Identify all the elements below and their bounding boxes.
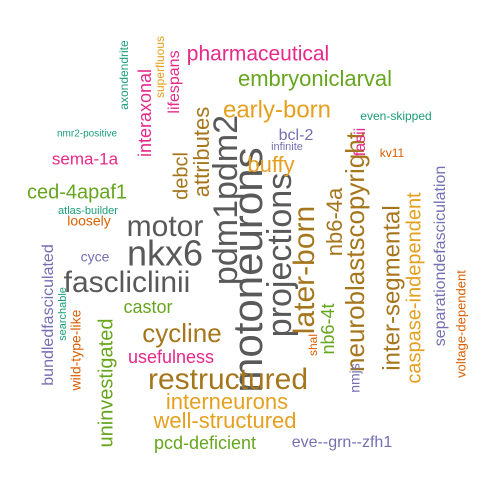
- word-searchable: searchable: [57, 287, 69, 341]
- word-pcd-deficient: pcd-deficient: [154, 433, 256, 453]
- word-motor: motor: [127, 210, 204, 243]
- word-infinite: infinite: [271, 141, 303, 153]
- word-caspase-independent: caspase-independent: [403, 192, 425, 384]
- word-interneurons: interneurons: [166, 389, 288, 414]
- word-nkx6: nkx6: [127, 233, 203, 274]
- word-atlas-builder: atlas-builder: [58, 205, 118, 217]
- word-superfluous: superfluous: [153, 36, 167, 98]
- word-bundledfasciculated: bundledfasciculated: [40, 244, 57, 385]
- word-eve--grn--zfh1: eve--grn--zfh1: [292, 434, 393, 451]
- word-separationdefasciculation: separationdefasciculation: [432, 166, 449, 347]
- word-early-born: early-born: [223, 96, 331, 123]
- word-usefulness: usefulness: [128, 347, 214, 367]
- word-loosely: loosely: [67, 213, 111, 229]
- word-ced-4apaf1: ced-4apaf1: [27, 181, 127, 203]
- word-pdm1pdm2: pdm1pdm2: [207, 115, 245, 285]
- word-restructured: restructured: [148, 363, 308, 396]
- word-debcl: debcl: [170, 152, 192, 200]
- word-fasii: fasii: [352, 128, 369, 156]
- word-axondendrite: axondendrite: [117, 40, 131, 110]
- word-attributes: attributes: [189, 107, 214, 198]
- word-shal: shal: [306, 334, 320, 356]
- word-nmr2-positive: nmr2-positive: [57, 129, 117, 140]
- word-pharmaceutical: pharmaceutical: [187, 43, 329, 66]
- word-voltage-dependent: voltage-dependent: [453, 270, 468, 378]
- word-nb6-4a: nb6-4a: [322, 187, 347, 256]
- word-cyce: cyce: [81, 249, 110, 265]
- word-nmjs: nmjs: [347, 363, 363, 393]
- word-buffy: buffy: [247, 152, 294, 177]
- word-lifespans: lifespans: [166, 50, 183, 113]
- word-projections: projections: [261, 173, 299, 337]
- word-cycline: cycline: [142, 318, 221, 348]
- word-fascliclinii: fascliclinii: [64, 266, 191, 299]
- word-embryoniclarval: embryoniclarval: [238, 66, 392, 91]
- word-well-structured: well-structured: [152, 408, 296, 433]
- word-castor: castor: [123, 297, 172, 317]
- word-kv11: kv11: [380, 146, 405, 160]
- word-inter-segmental: inter-segmental: [378, 205, 405, 370]
- word-bcl-2: bcl-2: [279, 127, 314, 144]
- word-wild-type-like: wild-type-like: [68, 309, 84, 391]
- word-later-born: later-born: [288, 206, 321, 334]
- word-interaxonal: interaxonal: [135, 69, 155, 157]
- word-uninvestigated: uninvestigated: [95, 319, 117, 448]
- word-sema-1a: sema-1a: [52, 149, 119, 168]
- word-motoneurons: motoneurons: [224, 147, 271, 392]
- word-even-skipped: even-skipped: [360, 109, 431, 123]
- word-nb6-4t: nb6-4t: [318, 303, 338, 354]
- word-neuroblastscopyright: neuroblastscopyright: [340, 131, 370, 372]
